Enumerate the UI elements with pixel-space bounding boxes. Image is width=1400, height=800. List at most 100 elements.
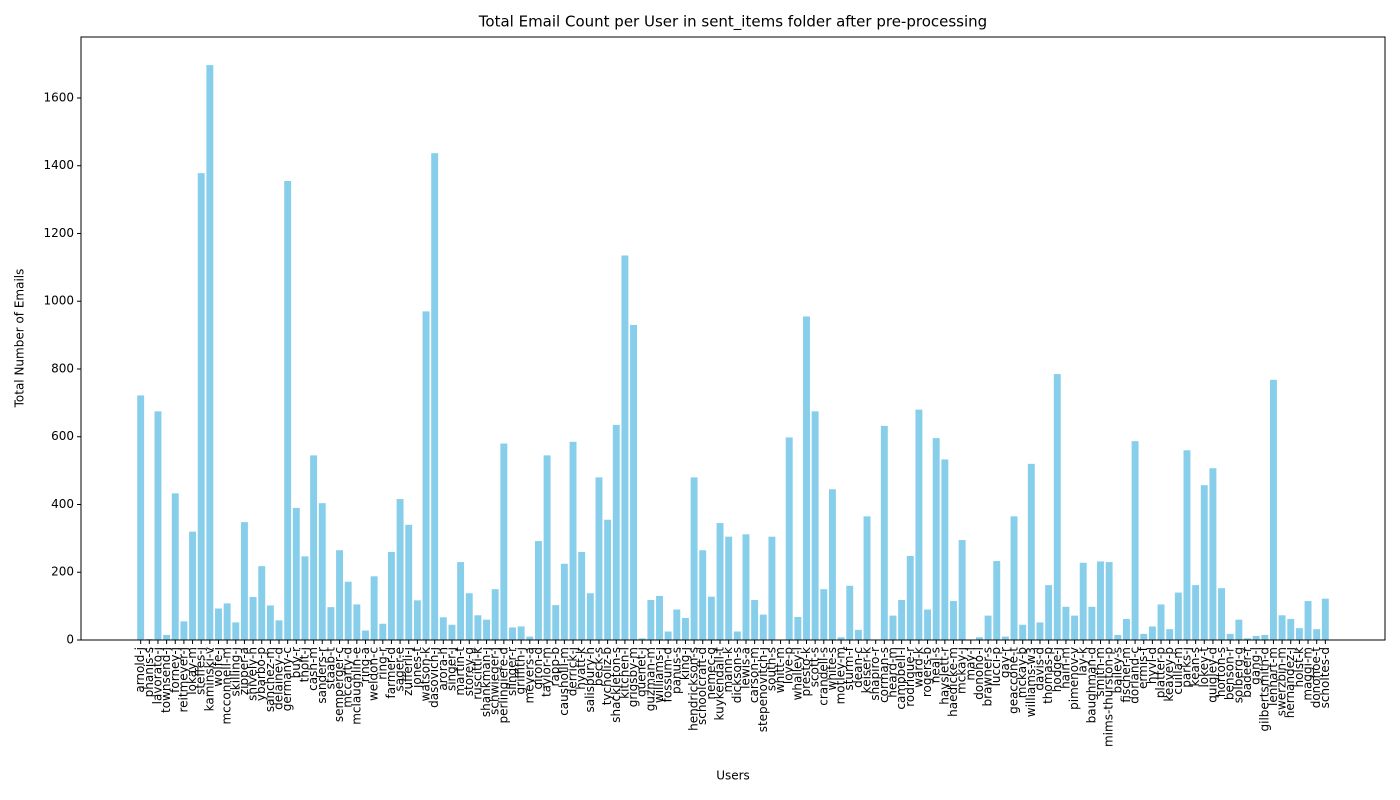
bar [240, 522, 248, 640]
x-tick-label: donoho-l [972, 647, 986, 700]
bar [509, 627, 516, 640]
x-tick-label: lenhart-m [1266, 647, 1280, 706]
x-tick-label: zufferli-j [401, 647, 415, 696]
bar [310, 455, 318, 640]
bar [932, 438, 940, 640]
x-tick-label: sager-e [393, 647, 407, 691]
x-tick-label: jones-t [410, 647, 424, 689]
x-tick-label: williams-j [652, 647, 666, 703]
x-tick-label: mcconnell-m [220, 647, 234, 725]
bar [1157, 604, 1165, 640]
bar [154, 411, 162, 640]
bar [984, 615, 992, 640]
bar [431, 153, 439, 641]
bar [491, 589, 499, 640]
bar [1313, 629, 1321, 640]
x-tick-label: love-p [782, 647, 796, 684]
x-tick-label: dickson-s [730, 647, 744, 703]
bar [803, 316, 810, 640]
bar [950, 601, 957, 640]
bar [526, 636, 534, 640]
bar [1252, 635, 1260, 640]
bar [716, 523, 724, 640]
bar [457, 562, 465, 640]
bar [1019, 624, 1027, 640]
bar [396, 499, 404, 640]
bar [266, 605, 274, 640]
x-tick-label: arnold-j [133, 647, 147, 693]
bar [439, 617, 447, 640]
x-tick-label: rapp-b [548, 647, 562, 686]
x-tick-label: perlingiere-d [496, 647, 510, 724]
x-tick-label: rogers-b [920, 647, 934, 697]
x-tick-label: lewis-a [738, 647, 752, 689]
bar [1131, 441, 1139, 640]
x-tick-label: sturm-f [842, 646, 856, 690]
x-tick-label: fossum-d [661, 647, 675, 702]
chart-title: Total Email Count per User in sent_items… [478, 13, 987, 32]
bar [1174, 592, 1182, 640]
bar [301, 556, 309, 640]
bar [405, 524, 413, 640]
x-tick-label: watson-k [419, 647, 433, 701]
bar [206, 65, 214, 640]
x-tick-label: townsend-j [159, 647, 173, 713]
bar [543, 455, 551, 640]
bar [811, 411, 819, 640]
bar [197, 173, 205, 640]
bar [137, 395, 145, 640]
bar [223, 603, 231, 640]
bar [1071, 615, 1079, 640]
bar [1079, 562, 1087, 640]
bar [975, 637, 983, 640]
x-tick-label: ermis-f [1136, 646, 1150, 689]
bar [1226, 633, 1234, 640]
x-tick-label: brawner-s [981, 647, 995, 706]
bar [906, 555, 914, 640]
x-tick-label: staab-t [323, 647, 337, 690]
bar [759, 614, 767, 640]
x-tick-label: causholli-m [557, 647, 571, 716]
x-tick-label: whitt-m [773, 647, 787, 693]
bar [742, 534, 750, 640]
bar [534, 541, 542, 640]
y-tick-label: 1400 [43, 158, 74, 172]
bar [993, 561, 1001, 640]
x-tick-label: shively-h [246, 647, 260, 701]
bar [163, 634, 171, 640]
bar [448, 624, 456, 640]
bar [1001, 636, 1009, 640]
bar [751, 600, 759, 640]
x-tick-label: corman-s [877, 647, 891, 703]
x-tick-label: presto-k [799, 647, 813, 697]
bar [1140, 633, 1148, 640]
x-tick-label: solberg-g [1231, 647, 1245, 703]
bar [1010, 516, 1018, 640]
x-tick-label: taylor-m [540, 647, 554, 697]
x-tick-label: rodrique-r [903, 647, 917, 707]
x-tick-label: benson-r [1223, 647, 1237, 700]
plot-frame [80, 36, 1386, 641]
bar [379, 623, 387, 640]
x-tick-label: hayslett-r [937, 647, 951, 705]
x-tick-label: parks-j [1179, 647, 1193, 688]
x-tick-label: slinger-r [505, 647, 519, 696]
bar [258, 566, 266, 640]
x-tick-label: dorland-c [1128, 647, 1142, 704]
x-tick-label: tycholiz-b [600, 647, 614, 705]
bar [1244, 638, 1251, 640]
x-tick-label: mckay-j [955, 647, 969, 694]
x-tick-label: shackleton-s [609, 647, 623, 723]
bar [1062, 606, 1070, 640]
y-axis-label: Total Number of Emails [13, 269, 27, 409]
x-tick-label: holst-k [1292, 647, 1306, 688]
x-tick-label: gay-r [998, 647, 1012, 678]
bar [1053, 374, 1061, 640]
x-tick-label: fischer-m [1119, 647, 1133, 703]
bar [1321, 598, 1329, 640]
x-tick-label: campbell-l [894, 647, 908, 710]
bar [656, 595, 663, 640]
x-tick-label: hernandez-j [1283, 647, 1297, 718]
x-tick-label: singer-j [444, 647, 458, 691]
